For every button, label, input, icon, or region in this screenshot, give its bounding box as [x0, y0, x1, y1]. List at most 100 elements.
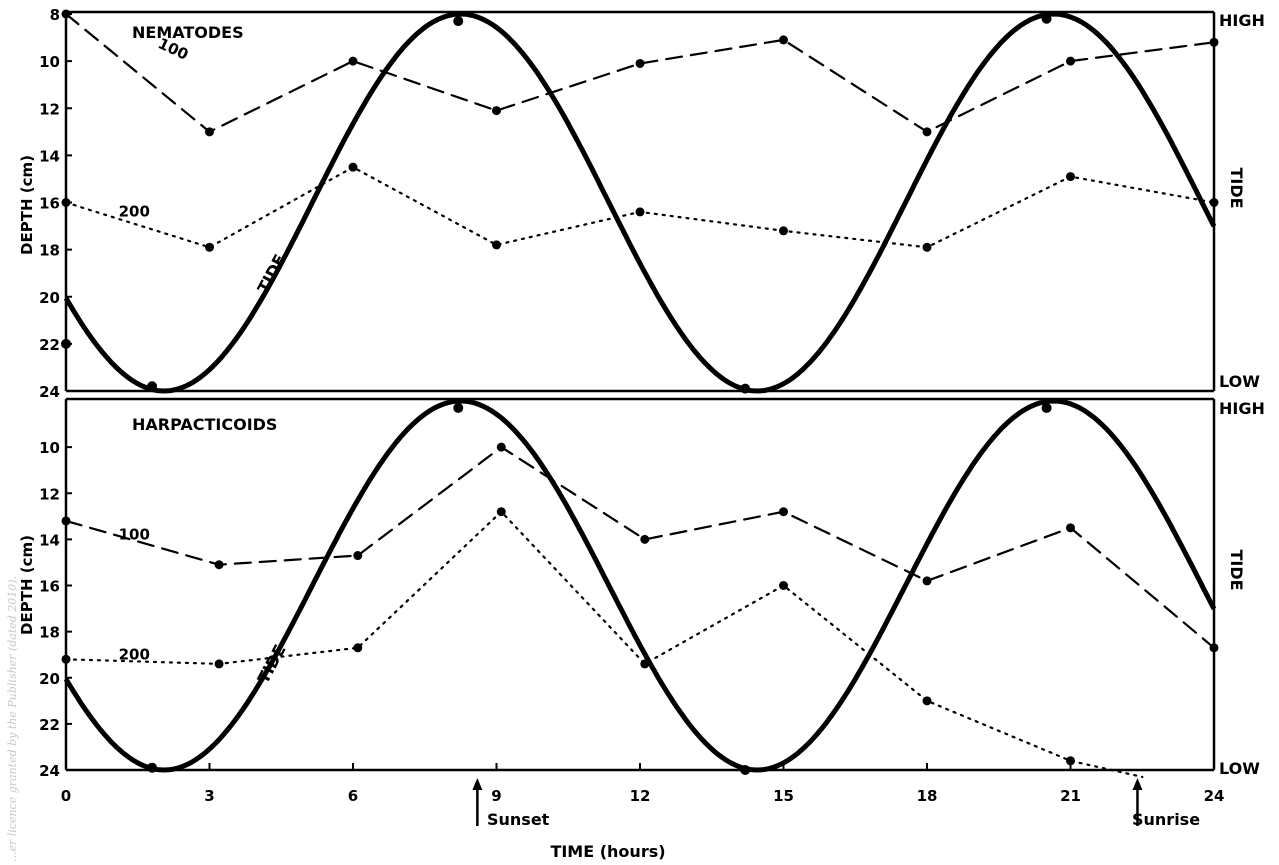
right-label-high-top: HIGH	[1219, 11, 1265, 30]
y-tick-label: 10	[39, 439, 60, 457]
data-point-100	[492, 106, 501, 116]
data-point-200	[353, 643, 363, 653]
right-label-high-bottom: HIGH	[1219, 399, 1265, 418]
y-axis-label-bottom: DEPTH (cm)	[18, 535, 36, 635]
tide-point	[147, 381, 158, 392]
data-point-200	[779, 581, 788, 590]
data-point-100	[214, 560, 224, 570]
data-point-100	[353, 551, 363, 561]
tide-curve	[63, 11, 1217, 394]
x-tick-label: 24	[1204, 787, 1225, 805]
x-tick-label: 6	[348, 787, 358, 805]
tide-point	[740, 383, 751, 394]
x-axis: 0 3 6 9 12 15 18 21 24	[61, 763, 1225, 826]
y-tick-label: 14	[39, 531, 60, 549]
data-point-100	[922, 127, 932, 137]
data-point-100	[635, 58, 645, 68]
x-tick-label: 0	[61, 787, 71, 805]
data-point-100	[779, 507, 788, 517]
right-label-low-top: LOW	[1219, 372, 1260, 391]
tide-point	[147, 762, 158, 773]
right-label-tide-top: TIDE	[1227, 167, 1246, 208]
tide-point	[1041, 13, 1052, 24]
sunset-label: Sunset	[487, 810, 550, 829]
y-axis-label-top: DEPTH (cm)	[18, 155, 36, 255]
data-point-100	[1066, 56, 1075, 66]
y-tick-label: 12	[39, 485, 60, 503]
tide-point	[61, 338, 71, 349]
sunrise-label: Sunrise	[1132, 810, 1200, 829]
data-point-100	[496, 442, 506, 452]
data-point-100	[1209, 643, 1219, 653]
data-point-100	[348, 56, 358, 66]
tide-series-label: TIDE	[254, 641, 290, 686]
data-point-100	[922, 576, 932, 586]
data-point-200	[61, 654, 71, 664]
right-label-tide-bottom: TIDE	[1227, 549, 1246, 590]
x-tick-label: 9	[491, 787, 501, 805]
y-tick-label: 24	[39, 383, 60, 401]
y-tick-label: 20	[39, 670, 60, 688]
data-point-100	[1209, 37, 1219, 47]
x-axis-label: TIME (hours)	[550, 842, 665, 861]
y-tick-label: 16	[39, 195, 60, 213]
tide-point	[740, 765, 751, 775]
data-point-200	[922, 242, 932, 252]
series-line-200	[64, 510, 1144, 779]
data-point-100	[61, 516, 71, 526]
data-point-200	[1209, 198, 1219, 207]
y-tick-label: 16	[39, 578, 60, 596]
x-tick-label: 3	[204, 787, 214, 805]
data-point-200	[61, 198, 71, 207]
data-point-200	[214, 659, 224, 669]
data-point-200	[496, 507, 506, 517]
right-label-low-bottom: LOW	[1219, 759, 1260, 778]
data-point-200	[492, 240, 501, 250]
x-tick-label: 12	[630, 787, 651, 805]
y-tick-label: 12	[39, 100, 60, 118]
series-label-200: 200	[119, 203, 150, 221]
data-point-200	[779, 226, 788, 236]
x-tick-label: 15	[773, 787, 794, 805]
series-label-200: 200	[119, 645, 150, 663]
data-point-100	[779, 35, 788, 45]
y-tick-label: 18	[39, 242, 60, 260]
data-point-200	[348, 162, 358, 172]
y-tick-label: 22	[39, 716, 60, 734]
tide-point	[1041, 402, 1052, 413]
data-point-200	[922, 696, 932, 706]
sunset-arrow-head	[472, 778, 483, 790]
y-tick-label: 14	[39, 147, 60, 165]
series-line-100	[64, 12, 1216, 134]
y-tick-label: 18	[39, 624, 60, 642]
data-point-200	[205, 242, 214, 252]
panel-title-harpacticoids: HARPACTICOIDS	[132, 415, 277, 434]
watermark-text: ...er licence granted by the Publisher (…	[6, 575, 19, 862]
panel-harpacticoids: 10 12 14 16 18 20 22 24 100 200 TIDE	[39, 397, 1219, 780]
y-tick-label: 22	[39, 336, 60, 354]
y-tick-label: 8	[50, 6, 60, 24]
series-line-200	[64, 165, 1216, 249]
sunrise-arrow-head	[1132, 778, 1143, 790]
y-tick-label: 10	[39, 53, 60, 71]
x-tick-label: 18	[917, 787, 938, 805]
data-point-200	[640, 659, 650, 669]
y-tick-label: 20	[39, 289, 60, 307]
data-point-200	[1066, 756, 1075, 766]
tide-point	[453, 16, 464, 27]
y-tick-label: 24	[39, 762, 60, 780]
series-line-100	[64, 445, 1216, 649]
series-label-100: 100	[119, 525, 150, 543]
data-point-100	[205, 127, 214, 137]
tide-series-label: TIDE	[254, 251, 290, 296]
data-point-100	[61, 9, 71, 19]
tide-point	[453, 402, 464, 413]
tide-curve	[63, 398, 1217, 773]
data-point-100	[640, 534, 650, 544]
data-point-200	[635, 207, 645, 217]
data-point-100	[1066, 523, 1075, 533]
data-point-200	[1066, 172, 1075, 182]
panel-title-nematodes: NEMATODES	[132, 23, 244, 42]
